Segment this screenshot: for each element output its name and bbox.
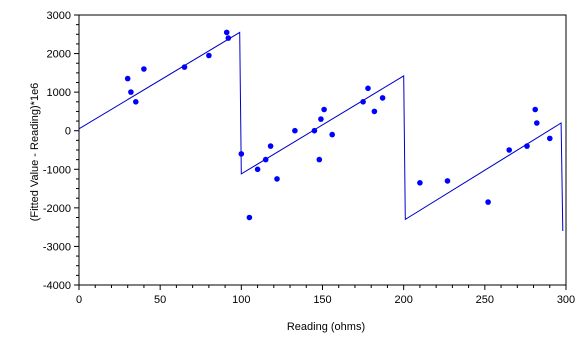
tick-group: -4000 -3000 -2000 -1000 0 1000 2000 3000 0 50 100 1… — [43, 10, 575, 306]
y-tick-label: 3000 — [47, 10, 71, 22]
x-tick-label: 300 — [557, 294, 575, 306]
data-point — [124, 75, 131, 82]
data-point — [181, 64, 188, 70]
data-point — [318, 116, 324, 122]
fitted-line-group — [78, 31, 564, 232]
data-point — [128, 89, 134, 95]
data-point — [329, 131, 336, 138]
data-point — [360, 99, 366, 105]
data-point — [365, 85, 371, 92]
data-point — [532, 106, 538, 113]
data-point — [379, 95, 386, 101]
data-point — [534, 120, 540, 126]
x-tick-label: 150 — [313, 294, 331, 306]
y-tick-label: 0 — [65, 126, 71, 138]
data-point — [524, 143, 530, 149]
data-point — [444, 178, 451, 184]
points-group — [124, 29, 553, 221]
y-tick-label: 1000 — [47, 87, 71, 99]
data-point — [316, 156, 323, 163]
data-point — [321, 106, 327, 113]
data-point — [485, 199, 491, 205]
data-point — [223, 29, 230, 36]
data-point — [267, 143, 274, 149]
y-tick-label: -4000 — [43, 280, 71, 292]
y-tick-label: -2000 — [43, 203, 71, 215]
data-point — [417, 180, 423, 186]
data-point — [238, 151, 245, 157]
x-axis-label: Reading (ohms) — [287, 321, 365, 333]
y-tick-label: 2000 — [47, 49, 71, 61]
y-tick-label: -1000 — [43, 164, 71, 176]
y-tick-label: -3000 — [43, 241, 71, 253]
plot-frame — [78, 14, 567, 286]
data-point — [311, 127, 318, 134]
data-point — [141, 66, 147, 72]
data-point — [371, 108, 378, 115]
data-point — [246, 214, 253, 221]
fitted-sawtooth-line — [78, 31, 564, 232]
x-tick-label: 100 — [232, 294, 250, 306]
y-axis-label: (Fitted Value - Reading)*1e6 — [29, 83, 41, 222]
axes-group — [78, 14, 567, 286]
data-point — [254, 166, 261, 173]
data-point — [225, 35, 232, 41]
data-point — [506, 147, 512, 153]
data-point — [547, 135, 553, 142]
x-tick-label: 200 — [394, 294, 412, 306]
data-point — [262, 156, 269, 163]
data-point — [133, 99, 139, 105]
x-tick-label: 0 — [76, 294, 82, 306]
data-point — [206, 52, 212, 59]
data-point — [292, 127, 298, 134]
data-point — [274, 176, 280, 182]
x-tick-label: 50 — [154, 294, 166, 306]
x-tick-label: 250 — [476, 294, 494, 306]
